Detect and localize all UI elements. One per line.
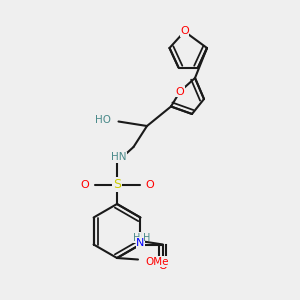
Text: O: O: [158, 261, 167, 272]
Text: H: H: [133, 233, 140, 243]
Text: S: S: [113, 178, 121, 191]
Text: OMe: OMe: [146, 257, 169, 267]
Text: N: N: [136, 238, 145, 248]
Text: O: O: [176, 86, 184, 97]
Text: O: O: [180, 26, 189, 37]
Text: O: O: [80, 179, 89, 190]
Text: O: O: [145, 179, 154, 190]
Text: HN: HN: [111, 152, 126, 163]
Text: H: H: [143, 232, 151, 243]
Text: HO: HO: [95, 115, 111, 125]
